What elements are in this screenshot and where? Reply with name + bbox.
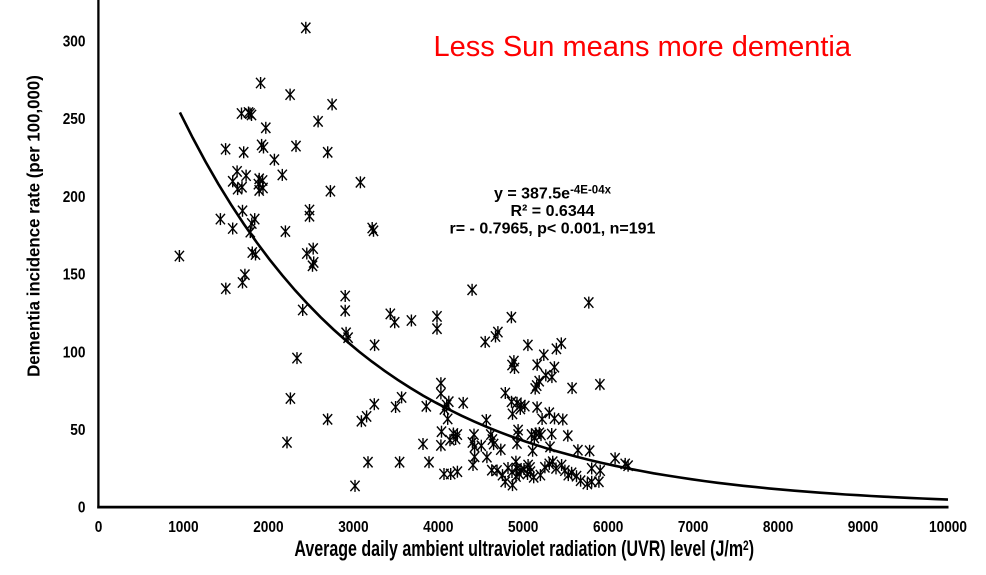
- svg-text:3000: 3000: [338, 519, 368, 536]
- svg-text:50: 50: [70, 422, 85, 439]
- svg-text:2000: 2000: [253, 519, 283, 536]
- svg-text:4000: 4000: [423, 519, 453, 536]
- svg-text:300: 300: [63, 33, 86, 50]
- svg-text:150: 150: [63, 267, 86, 284]
- svg-text:Less Sun means more dementia: Less Sun means more dementia: [434, 31, 852, 63]
- svg-text:9000: 9000: [848, 519, 878, 536]
- svg-text:250: 250: [63, 111, 86, 128]
- svg-text:10000: 10000: [929, 519, 967, 536]
- svg-text:200: 200: [63, 189, 86, 206]
- svg-text:Average daily ambient ultravio: Average daily ambient ultraviolet radiat…: [294, 537, 754, 561]
- svg-text:R² = 0.6344: R² = 0.6344: [510, 203, 594, 220]
- svg-text:1000: 1000: [168, 519, 198, 536]
- svg-text:Dementia incidence rate (per 1: Dementia incidence rate (per 100,000): [23, 75, 44, 377]
- svg-text:0: 0: [95, 519, 103, 536]
- svg-text:6000: 6000: [593, 519, 623, 536]
- svg-text:8000: 8000: [763, 519, 793, 536]
- svg-text:100: 100: [63, 344, 86, 361]
- svg-text:0: 0: [78, 500, 86, 517]
- svg-text:r= - 0.7965, p< 0.001, n=191: r= - 0.7965, p< 0.001, n=191: [450, 220, 656, 237]
- svg-text:7000: 7000: [678, 519, 708, 536]
- svg-text:5000: 5000: [508, 519, 538, 536]
